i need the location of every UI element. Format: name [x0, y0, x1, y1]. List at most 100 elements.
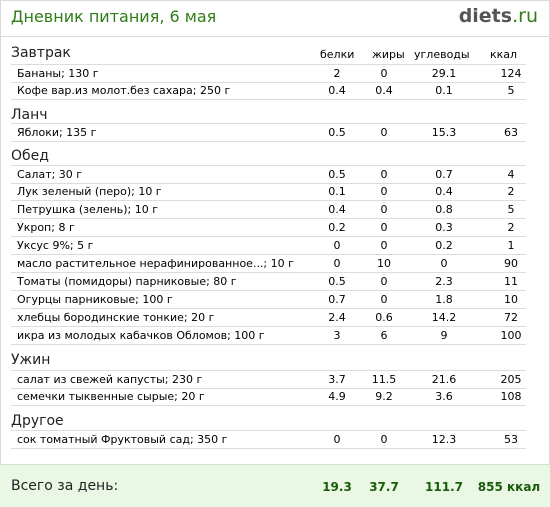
carbs-value: 9 — [440, 329, 448, 342]
food-name: Уксус 9%; 5 г — [17, 239, 94, 252]
protein-value: 0 — [333, 239, 341, 252]
total-carbs: 111.7 — [425, 480, 463, 494]
logo-main: diets — [458, 5, 513, 27]
fat-value: 9.2 — [375, 390, 393, 403]
fat-value: 0 — [380, 203, 388, 216]
table-row: Огурцы парниковые; 100 г 0.7 0 1.8 10 — [11, 291, 526, 309]
food-name: Бананы; 130 г — [17, 67, 99, 80]
food-name: семечки тыквенные сырые; 20 г — [17, 390, 205, 403]
kcal-value: 2 — [507, 221, 515, 234]
food-name: Петрушка (зелень); 10 г — [17, 203, 159, 216]
fat-value: 6 — [380, 329, 388, 342]
protein-value: 0.5 — [328, 275, 346, 288]
header: Дневник питания, 6 мая diets.ru — [0, 0, 550, 36]
section-title-breakfast: Завтрак — [11, 45, 71, 61]
total-kcal: 855 ккал — [477, 480, 541, 494]
table-row: Яблоки; 135 г 0.5 0 15.3 63 — [11, 123, 526, 142]
daily-total-label: Всего за день: — [11, 478, 119, 494]
kcal-value: 5 — [507, 203, 515, 216]
protein-value: 0.4 — [328, 203, 346, 216]
carbs-value: 14.2 — [431, 311, 457, 324]
fat-value: 0 — [380, 221, 388, 234]
daily-total-bar: Всего за день: 19.3 37.7 111.7 855 ккал — [0, 464, 550, 507]
protein-value: 4.9 — [328, 390, 346, 403]
kcal-value: 2 — [507, 185, 515, 198]
kcal-value: 90 — [504, 257, 518, 270]
kcal-value: 11 — [504, 275, 518, 288]
food-name: Салат; 30 г — [17, 168, 83, 181]
carbs-value: 0.7 — [435, 168, 453, 181]
fat-value: 0.6 — [375, 311, 393, 324]
protein-value: 2 — [333, 67, 341, 80]
table-row: Салат; 30 г 0.5 0 0.7 4 — [11, 165, 526, 184]
carbs-value: 2.3 — [435, 275, 453, 288]
section-title-other: Другое — [11, 413, 64, 429]
carbs-value: 0.8 — [435, 203, 453, 216]
food-name: масло растительное нерафинированное...; … — [17, 257, 294, 270]
table-row: Петрушка (зелень); 10 г 0.4 0 0.8 5 — [11, 201, 526, 219]
column-header-fat: жиры — [372, 48, 405, 61]
fat-value: 0 — [380, 293, 388, 306]
fat-value: 0 — [380, 168, 388, 181]
total-fat: 37.7 — [369, 480, 399, 494]
table-row: икра из молодых кабачков Обломов; 100 г … — [11, 327, 526, 345]
kcal-value: 205 — [500, 373, 522, 386]
food-name: сок томатный Фруктовый сад; 350 г — [17, 433, 228, 446]
kcal-value: 100 — [500, 329, 522, 342]
kcal-value: 124 — [500, 67, 522, 80]
kcal-value: 53 — [504, 433, 518, 446]
carbs-value: 12.3 — [431, 433, 457, 446]
carbs-value: 0.3 — [435, 221, 453, 234]
section-title-dinner: Обед — [11, 148, 49, 164]
diets-logo[interactable]: diets.ru — [459, 5, 538, 27]
protein-value: 3 — [333, 329, 341, 342]
fat-value: 0 — [380, 67, 388, 80]
protein-value: 0 — [333, 257, 341, 270]
protein-value: 0.5 — [328, 126, 346, 139]
section-title-lunch: Ланч — [11, 107, 48, 123]
protein-value: 0.2 — [328, 221, 346, 234]
kcal-value: 1 — [507, 239, 515, 252]
table-row: Бананы; 130 г 2 0 29.1 124 — [11, 64, 526, 83]
protein-value: 0.4 — [328, 84, 346, 97]
fat-value: 0 — [380, 275, 388, 288]
kcal-value: 10 — [504, 293, 518, 306]
protein-value: 0.7 — [328, 293, 346, 306]
total-protein: 19.3 — [322, 480, 352, 494]
food-name: хлебцы бородинские тонкие; 20 г — [17, 311, 215, 324]
table-row: Укроп; 8 г 0.2 0 0.3 2 — [11, 219, 526, 237]
table-row: хлебцы бородинские тонкие; 20 г 2.4 0.6 … — [11, 309, 526, 327]
carbs-value: 0.2 — [435, 239, 453, 252]
food-name: Томаты (помидоры) парниковые; 80 г — [17, 275, 237, 288]
fat-value: 0.4 — [375, 84, 393, 97]
protein-value: 0.1 — [328, 185, 346, 198]
protein-value: 0.5 — [328, 168, 346, 181]
food-name: салат из свежей капусты; 230 г — [17, 373, 203, 386]
table-row: сок томатный Фруктовый сад; 350 г 0 0 12… — [11, 430, 526, 449]
kcal-value: 5 — [507, 84, 515, 97]
kcal-value: 108 — [500, 390, 522, 403]
protein-value: 0 — [333, 433, 341, 446]
fat-value: 0 — [380, 126, 388, 139]
food-name: Укроп; 8 г — [17, 221, 75, 234]
table-row: салат из свежей капусты; 230 г 3.7 11.5 … — [11, 370, 526, 389]
carbs-value: 0.1 — [435, 84, 453, 97]
kcal-value: 72 — [504, 311, 518, 324]
fat-value: 10 — [377, 257, 391, 270]
food-name: икра из молодых кабачков Обломов; 100 г — [17, 329, 265, 342]
food-name: Яблоки; 135 г — [17, 126, 97, 139]
carbs-value: 0.4 — [435, 185, 453, 198]
kcal-value: 63 — [504, 126, 518, 139]
table-row: семечки тыквенные сырые; 20 г 4.9 9.2 3.… — [11, 388, 526, 406]
carbs-value: 29.1 — [431, 67, 457, 80]
food-name: Лук зеленый (перо); 10 г — [17, 185, 162, 198]
fat-value: 0 — [380, 239, 388, 252]
protein-value: 2.4 — [328, 311, 346, 324]
carbs-value: 21.6 — [431, 373, 457, 386]
food-name: Кофе вар.из молот.без сахара; 250 г — [17, 84, 231, 97]
protein-value: 3.7 — [328, 373, 346, 386]
carbs-value: 15.3 — [431, 126, 457, 139]
page-title: Дневник питания, 6 мая — [11, 7, 217, 26]
carbs-value: 1.8 — [435, 293, 453, 306]
food-name: Огурцы парниковые; 100 г — [17, 293, 173, 306]
